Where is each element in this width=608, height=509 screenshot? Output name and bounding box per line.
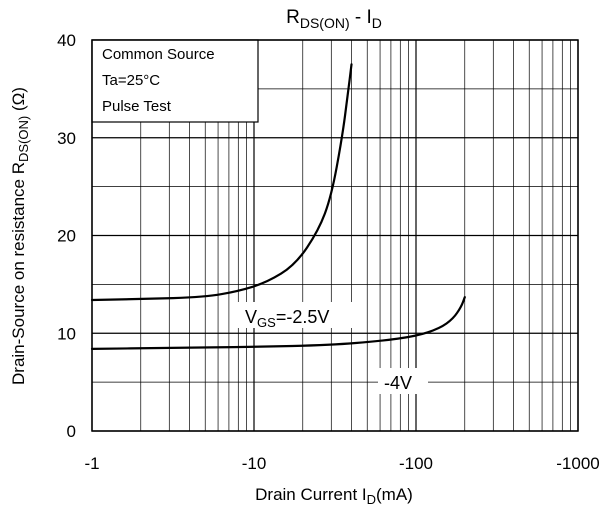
condition-temperature: Ta=25°C (102, 72, 160, 89)
annotation-vgs-main: V (245, 307, 257, 327)
y-tick-label: 30 (57, 129, 76, 148)
x-tick-labels: -1 -10 -100 -1000 (84, 454, 599, 473)
annotation-4v: -4V (384, 373, 412, 393)
y-axis-label: Drain-Source on resistance RDS(ON) (Ω) (9, 87, 31, 385)
x-tick-label: -100 (399, 454, 433, 473)
annotation-4v-main: -4V (384, 373, 412, 393)
conditions-box-frame (91, 39, 259, 123)
conditions-box: Common Source Ta=25°C Pulse Test (91, 39, 259, 123)
title-mid: - I (350, 7, 372, 28)
annotation-vgs-bg (236, 302, 360, 328)
xlabel-sub: D (367, 492, 376, 507)
annotation-4v-bg (378, 368, 428, 394)
x-tick-label: -1 (84, 454, 99, 473)
plot-frame (91, 39, 579, 432)
title-sub1: DS(ON) (300, 15, 350, 31)
x-axis-label: Drain Current ID(mA) (255, 485, 413, 507)
x-tick-label: -1000 (556, 454, 599, 473)
title-sub2: D (372, 15, 382, 31)
condition-common-source: Common Source (102, 46, 215, 63)
y-tick-labels: 0 10 20 30 40 (57, 31, 76, 441)
ylabel-tail: (Ω) (9, 87, 28, 116)
series-line-vgs-4v (90, 296, 466, 350)
x-tick-label: -10 (242, 454, 267, 473)
annotation-vgs-2-5v: VGS=-2.5V (245, 307, 329, 330)
y-tick-label: 10 (57, 324, 76, 343)
title-main: R (286, 7, 300, 28)
ylabel-main: Drain-Source on resistance R (9, 162, 28, 385)
ylabel-sub: DS(ON) (16, 116, 31, 162)
y-tick-label: 0 (67, 422, 76, 441)
xlabel-main: Drain Current I (255, 485, 366, 504)
chart-title: RDS(ON) - ID (286, 7, 382, 31)
annotation-vgs-tail: =-2.5V (276, 307, 330, 327)
series-layer (90, 63, 466, 350)
y-tick-label: 20 (57, 227, 76, 246)
annotation-vgs-sub: GS (257, 315, 276, 330)
series-line-vgs-2-5v (90, 63, 353, 302)
xlabel-tail: (mA) (376, 485, 413, 504)
y-tick-label: 40 (57, 31, 76, 50)
condition-pulse-test: Pulse Test (102, 98, 172, 115)
